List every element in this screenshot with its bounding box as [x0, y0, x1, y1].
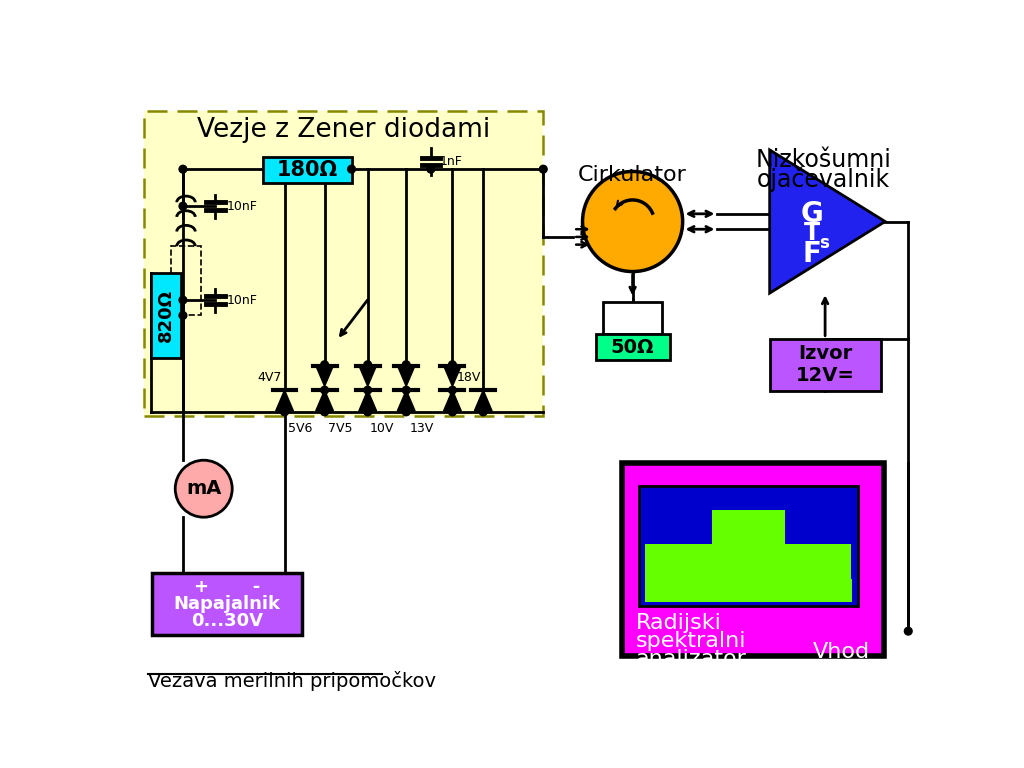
Circle shape — [402, 386, 410, 394]
Text: 50Ω: 50Ω — [611, 337, 654, 356]
Bar — [153, 574, 302, 635]
Circle shape — [364, 408, 372, 415]
Text: analizator: analizator — [636, 649, 746, 669]
Text: Napajalnik: Napajalnik — [174, 595, 281, 613]
Circle shape — [449, 408, 457, 415]
Text: Izvor
12V=: Izvor 12V= — [796, 344, 855, 386]
Circle shape — [449, 408, 457, 415]
Text: 10nF: 10nF — [226, 293, 258, 306]
Circle shape — [281, 408, 289, 415]
Text: 0...30V: 0...30V — [191, 612, 263, 631]
Circle shape — [583, 171, 683, 272]
Bar — [645, 545, 691, 602]
Bar — [171, 247, 202, 316]
Polygon shape — [770, 150, 885, 293]
Text: 10V: 10V — [370, 422, 393, 435]
Bar — [144, 111, 544, 415]
Text: 5V6: 5V6 — [288, 422, 312, 435]
FancyBboxPatch shape — [770, 339, 882, 391]
Bar — [712, 509, 785, 602]
Text: Nizkošumni: Nizkošumni — [756, 147, 892, 171]
Polygon shape — [443, 366, 461, 386]
Text: Vhod: Vhod — [813, 642, 869, 662]
FancyBboxPatch shape — [263, 157, 351, 183]
Circle shape — [364, 408, 372, 415]
Polygon shape — [397, 366, 415, 386]
Polygon shape — [315, 366, 334, 386]
Circle shape — [321, 386, 329, 394]
Bar — [691, 545, 737, 602]
Circle shape — [479, 408, 487, 415]
Circle shape — [364, 386, 372, 394]
Polygon shape — [474, 390, 493, 411]
Circle shape — [321, 408, 329, 415]
Text: 7V5: 7V5 — [328, 422, 352, 435]
Bar — [804, 545, 851, 602]
Circle shape — [321, 361, 329, 369]
Text: 820Ω: 820Ω — [157, 289, 175, 342]
Bar — [622, 463, 884, 656]
Circle shape — [364, 361, 372, 369]
Circle shape — [179, 202, 186, 210]
Text: 180Ω: 180Ω — [276, 160, 338, 180]
Text: ojačevalnik: ojačevalnik — [757, 167, 890, 192]
Polygon shape — [315, 390, 334, 411]
Text: 18V: 18V — [457, 372, 481, 384]
Text: Cirkulator: Cirkulator — [579, 165, 687, 185]
Text: T: T — [804, 221, 820, 245]
Circle shape — [179, 312, 186, 319]
FancyBboxPatch shape — [596, 334, 670, 360]
Circle shape — [281, 408, 289, 415]
Circle shape — [402, 361, 410, 369]
Bar — [603, 302, 662, 334]
Text: 10nF: 10nF — [226, 200, 258, 213]
Text: s: s — [819, 234, 829, 252]
Circle shape — [540, 165, 547, 173]
Text: mA: mA — [186, 479, 221, 498]
Circle shape — [427, 165, 435, 173]
Circle shape — [348, 165, 355, 173]
Text: 1nF: 1nF — [440, 155, 463, 168]
Bar — [144, 111, 544, 415]
Polygon shape — [443, 390, 461, 411]
Circle shape — [479, 408, 487, 415]
Text: G: G — [801, 200, 823, 228]
Bar — [639, 486, 858, 606]
Circle shape — [904, 627, 912, 635]
Text: Radijski: Radijski — [636, 614, 722, 634]
Polygon shape — [397, 390, 415, 411]
Text: +       -: + - — [195, 578, 260, 596]
Circle shape — [321, 408, 329, 415]
Circle shape — [179, 165, 186, 173]
Polygon shape — [358, 366, 377, 386]
Text: Vezje z Zener diodami: Vezje z Zener diodami — [198, 117, 490, 143]
Polygon shape — [358, 390, 377, 411]
Circle shape — [402, 408, 410, 415]
Circle shape — [175, 460, 232, 517]
Text: Vezava merilnih pripomočkov: Vezava merilnih pripomočkov — [147, 671, 435, 691]
Circle shape — [449, 361, 457, 369]
FancyBboxPatch shape — [151, 273, 181, 358]
Circle shape — [449, 386, 457, 394]
Circle shape — [179, 296, 186, 304]
Circle shape — [402, 408, 410, 415]
Text: F: F — [803, 240, 821, 268]
Text: 4V7: 4V7 — [257, 372, 282, 384]
Polygon shape — [275, 390, 294, 411]
Text: spektralni: spektralni — [636, 631, 746, 651]
Text: 13V: 13V — [410, 422, 433, 435]
Bar — [645, 579, 852, 602]
Bar — [785, 545, 827, 602]
